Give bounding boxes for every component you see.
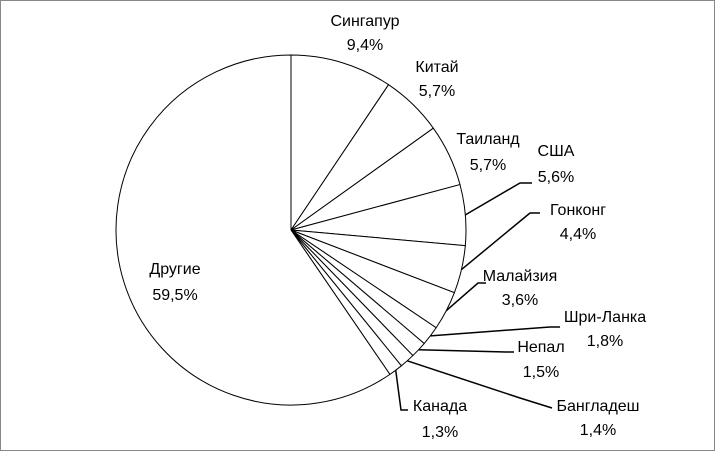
value-label: 3,6% [502,292,538,309]
leader-line [445,282,486,312]
value-label: 1,8% [587,333,623,350]
value-label: 4,4% [560,226,596,243]
slice-label: Бангладеш [556,398,639,415]
slice-label: Гонконг [550,202,606,219]
slice-label: Шри-Ланка [564,309,646,326]
value-label: 59,5% [152,287,197,304]
slice-label: Китай [415,59,458,76]
leader-line [460,212,540,271]
pie-slice [115,54,391,406]
value-label: 5,6% [538,169,574,186]
slice-label: Непал [517,339,564,356]
leader-line [407,360,553,409]
value-label: 5,7% [470,157,506,174]
slice-label: США [538,143,575,160]
leader-line [418,348,514,353]
slice-label: Малайзия [483,268,558,285]
value-label: 5,7% [419,83,455,100]
value-label: 1,5% [523,364,559,381]
leader-line [430,326,560,337]
leader-line [394,370,408,411]
pie-slice [290,54,390,232]
slice-label: Другие [149,261,200,278]
value-label: 9,4% [347,37,383,54]
slice-label: Сингапур [330,13,399,30]
leader-line [464,182,532,216]
value-label: 1,4% [580,422,616,439]
slice-label: Таиланд [456,131,520,148]
slice-label: Канада [413,398,467,415]
value-label: 1,3% [422,424,458,441]
